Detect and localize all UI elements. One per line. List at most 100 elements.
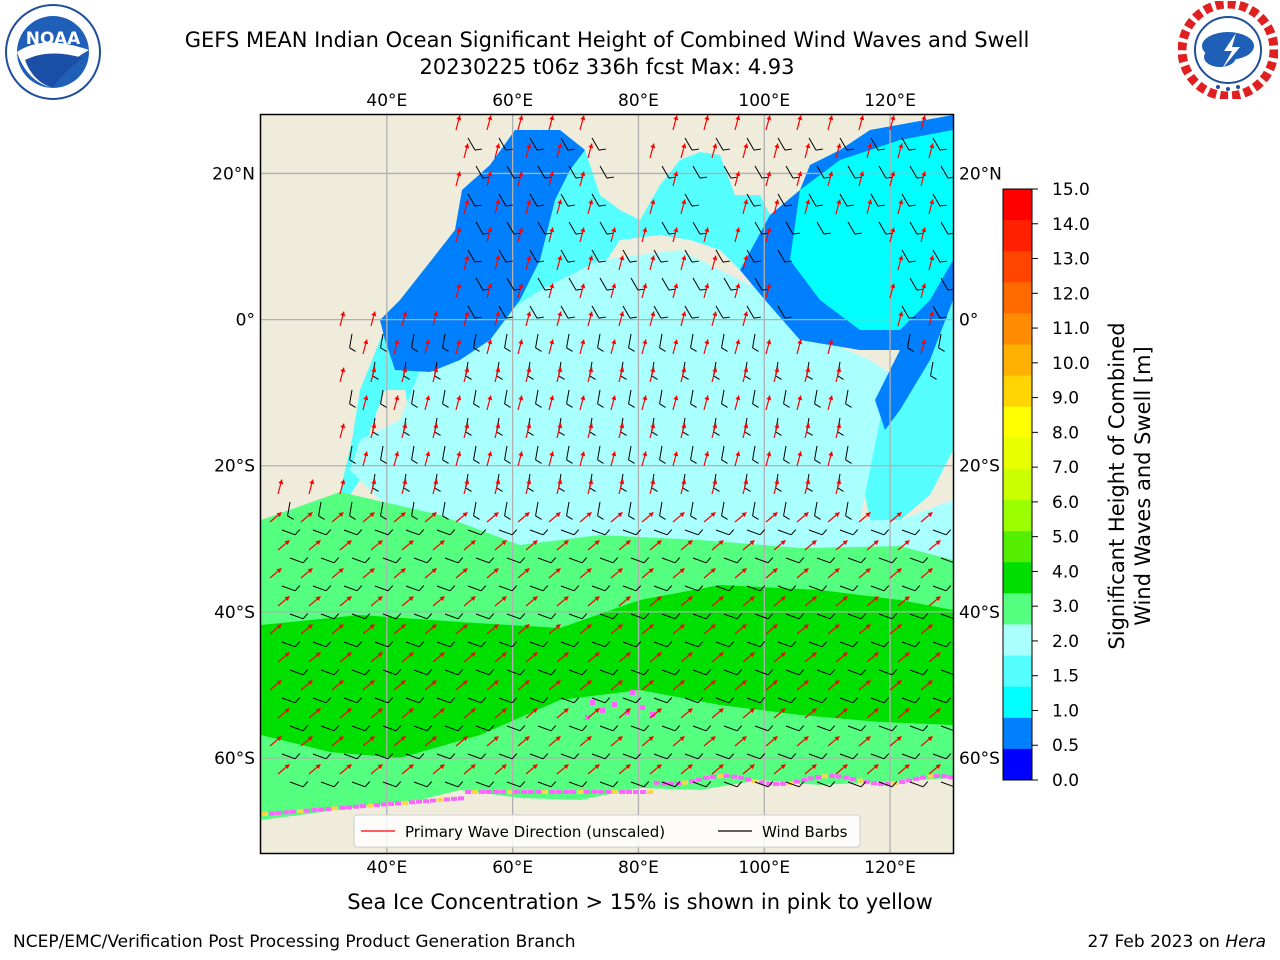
wave-direction-arrow (393, 339, 400, 355)
wave-direction-arrow (920, 227, 927, 243)
sea-ice-cell (871, 781, 877, 786)
wind-barb (777, 193, 792, 207)
sea-ice-cell (619, 790, 625, 794)
wind-barb (715, 753, 735, 760)
wave-direction-arrow (455, 283, 462, 299)
wave-direction-arrow (734, 679, 747, 691)
wave-direction-arrow (494, 651, 507, 663)
wind-barb (932, 641, 952, 648)
wind-barb (529, 305, 544, 319)
wind-barb (374, 529, 394, 536)
wind-barb (653, 249, 668, 263)
wave-direction-arrow (804, 199, 811, 215)
wind-barb (630, 725, 650, 732)
wave-direction-arrow (641, 567, 654, 579)
wave-direction-arrow (308, 595, 321, 607)
map-title: GEFS MEAN Indian Ocean Significant Heigh… (184, 28, 1030, 52)
wave-direction-arrow (455, 451, 462, 467)
wave-direction-arrow (579, 623, 592, 635)
wave-direction-arrow (858, 679, 871, 691)
wave-direction-arrow (928, 143, 935, 159)
sea-ice-cell (689, 779, 695, 784)
wind-barb (783, 501, 790, 520)
wind-barb (785, 557, 805, 564)
sea-ice-cell (913, 776, 919, 781)
wind-barb (839, 697, 859, 704)
wave-direction-arrow (517, 623, 530, 635)
colorbar-segment (1003, 220, 1032, 252)
sea-ice-cell (836, 774, 842, 779)
sea-ice-cell (808, 776, 814, 781)
wave-direction-arrow (618, 367, 625, 383)
wave-direction-arrow (928, 763, 941, 775)
wave-direction-arrow (362, 339, 369, 355)
wave-direction-arrow (835, 479, 842, 495)
wind-barb (467, 193, 482, 207)
wave-direction-arrow (773, 479, 780, 495)
wind-barb (374, 641, 394, 648)
wind-barb (498, 529, 518, 536)
wave-direction-arrow (804, 539, 817, 551)
wave-direction-arrow (796, 339, 803, 355)
wind-barb (684, 249, 699, 263)
wave-direction-arrow (765, 451, 772, 467)
wind-barb (374, 753, 394, 760)
wave-direction-arrow (494, 763, 507, 775)
wind-barb (752, 389, 759, 408)
wave-direction-arrow (796, 511, 809, 523)
wind-barb (692, 725, 712, 732)
wave-direction-arrow (827, 171, 834, 187)
wind-barb (754, 669, 774, 676)
sea-ice-cell (486, 790, 492, 794)
wave-direction-arrow (765, 115, 772, 131)
wave-direction-arrow (556, 311, 563, 327)
lat-lon-grid (261, 115, 953, 853)
wave-direction-arrow (897, 763, 910, 775)
wave-direction-arrow (370, 367, 377, 383)
lat-labels-left: 20°N 0° 20°S 40°S 60°S (212, 164, 255, 769)
wind-barb (537, 781, 557, 788)
wave-direction-arrow (866, 595, 879, 607)
wave-direction-arrow (641, 339, 648, 355)
sea-ice-cell (899, 780, 905, 785)
wind-barb (684, 697, 704, 704)
colorbar-tick-label: 15.0 (1052, 180, 1090, 200)
colorbar-segment (1003, 717, 1032, 750)
wind-barb (568, 613, 588, 620)
wind-barb (473, 389, 480, 408)
wind-barb (498, 249, 513, 263)
wave-direction-arrow (773, 423, 780, 439)
wave-direction-arrow (401, 595, 414, 607)
wave-direction-arrow (517, 227, 524, 243)
wind-barb (442, 501, 449, 520)
wind-barb (909, 557, 929, 564)
wave-direction-arrow (773, 367, 780, 383)
wind-barb (715, 249, 730, 263)
sea-ice-cell (766, 781, 772, 786)
wind-barb (746, 305, 761, 319)
sea-ice-cell (388, 801, 394, 806)
wind-barb (715, 697, 735, 704)
wind-barb (847, 781, 867, 788)
lon-label-top: 40°E (366, 91, 407, 111)
wave-direction-arrow (556, 143, 563, 159)
wave-direction-arrow (765, 395, 772, 411)
wave-direction-arrow (486, 567, 499, 579)
wind-barb (498, 193, 513, 207)
wave-direction-arrow (742, 763, 755, 775)
wind-barb (343, 529, 363, 536)
wave-direction-arrow (587, 479, 594, 495)
wind-barb (343, 585, 363, 592)
wind-barb (653, 641, 673, 648)
wind-barb (630, 557, 650, 564)
wind-barb (661, 557, 681, 564)
wave-direction-arrow (742, 539, 755, 551)
wind-barb (568, 669, 588, 676)
wave-direction-arrow (928, 539, 941, 551)
colorbar-tick-label: 0.0 (1052, 771, 1079, 791)
wind-barb (351, 725, 371, 732)
wave-direction-arrow (680, 707, 693, 719)
sea-ice-cell (843, 775, 849, 780)
wave-direction-arrow (362, 451, 369, 467)
colorbar-frame (1002, 188, 1033, 781)
